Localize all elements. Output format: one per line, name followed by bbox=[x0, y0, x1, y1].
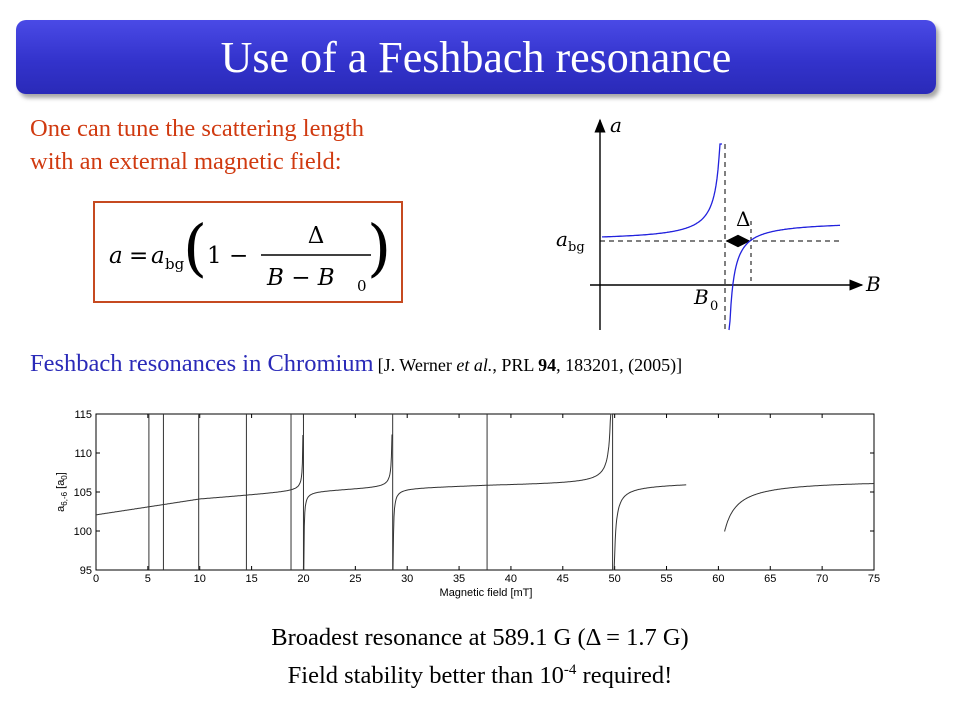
formula-denominator: B − B bbox=[266, 265, 335, 291]
x-tick-label: 0 bbox=[93, 573, 99, 585]
reference-volume: 94 bbox=[538, 355, 557, 375]
svg-text:=: = bbox=[129, 243, 148, 269]
x-tick-label: 75 bbox=[868, 573, 880, 585]
reference-pre: [J. Werner bbox=[377, 355, 457, 375]
intro-text: One can tune the scattering length with … bbox=[30, 112, 500, 178]
section-title: Feshbach resonances in Chromium bbox=[30, 350, 374, 377]
resonance-curve-left-branch bbox=[602, 143, 722, 238]
plot-ticks bbox=[95, 413, 875, 571]
schematic-x-label: B bbox=[865, 272, 881, 296]
y-tick-label: 105 bbox=[74, 487, 92, 499]
formula-lhs: a bbox=[109, 243, 123, 269]
plot-tick-labels: 0 5 10 15 20 25 30 35 40 45 50 55 60 65 70 75 95 100 105 11… bbox=[74, 409, 880, 585]
intro-line-2: with an external magnetic field: bbox=[30, 148, 342, 175]
x-tick-label: 70 bbox=[816, 573, 828, 585]
schematic-chart: a B a bg B 0 Δ bbox=[556, 113, 881, 331]
plot-y-label-unit: [a bbox=[55, 479, 67, 492]
reference-post: , 183201, (2005)] bbox=[556, 355, 683, 375]
footer-line-2-pre: Field stability better than 10 bbox=[287, 662, 564, 690]
plot-frame bbox=[95, 413, 875, 571]
chromium-resonance-plot: 0 5 10 15 20 25 30 35 40 45 50 55 60 65 70 75 95 100 105 11… bbox=[55, 409, 880, 599]
x-tick-label: 20 bbox=[297, 573, 309, 585]
title-bar: Use of a Feshbach resonance bbox=[16, 20, 936, 94]
y-tick-label: 115 bbox=[74, 409, 92, 421]
y-tick-label: 100 bbox=[74, 526, 92, 538]
x-tick-label: 30 bbox=[401, 573, 413, 585]
formula-abg-sub: bg bbox=[165, 255, 185, 273]
formula-abg: a bbox=[151, 243, 165, 269]
data-curve-broad-resonance bbox=[724, 483, 874, 532]
plot-x-label: Magnetic field [mT] bbox=[440, 587, 533, 599]
section-heading: Feshbach resonances in Chromium [J. Wern… bbox=[30, 350, 682, 378]
data-curve-segment bbox=[613, 484, 687, 571]
formula-minus: − bbox=[229, 243, 248, 269]
schematic-delta-label: Δ bbox=[736, 207, 750, 231]
plot-y-label-base: a bbox=[55, 505, 67, 512]
x-tick-label: 45 bbox=[557, 573, 569, 585]
footer-line-2: Field stability better than 10-4 require… bbox=[0, 662, 960, 690]
plot-y-label: a6,-6 [a0] bbox=[55, 472, 69, 512]
x-tick-label: 50 bbox=[609, 573, 621, 585]
formula-one: 1 bbox=[207, 243, 222, 269]
reference-etal: et al. bbox=[456, 355, 493, 375]
reference-mid: , PRL bbox=[492, 355, 539, 375]
reference: [J. Werner et al., PRL 94, 183201, (2005… bbox=[378, 355, 683, 375]
data-curve-segment bbox=[392, 413, 612, 571]
schematic-b0-label: B bbox=[693, 285, 709, 309]
footer-line-2-post: required! bbox=[576, 662, 673, 690]
schematic-y-label: a bbox=[610, 113, 622, 137]
x-tick-label: 25 bbox=[349, 573, 361, 585]
formula: a = a bg ( 1 − Δ B − B 0 ) bbox=[109, 211, 391, 295]
intro-line-1: One can tune the scattering length bbox=[30, 115, 365, 142]
plot-y-label-unit-sub: 0 bbox=[60, 475, 69, 480]
x-tick-label: 40 bbox=[505, 573, 517, 585]
x-tick-label: 60 bbox=[712, 573, 724, 585]
plot-curves bbox=[96, 413, 874, 571]
data-curve-segment bbox=[96, 434, 304, 516]
x-tick-label: 10 bbox=[194, 573, 206, 585]
y-tick-label: 110 bbox=[74, 448, 92, 460]
formula-numerator: Δ bbox=[308, 223, 325, 249]
formula-box: a = a bg ( 1 − Δ B − B 0 ) bbox=[93, 201, 403, 303]
x-tick-label: 65 bbox=[764, 573, 776, 585]
schematic-abg-sub: bg bbox=[568, 240, 585, 255]
formula-left-paren: ( bbox=[183, 211, 207, 284]
formula-right-paren: ) bbox=[367, 211, 391, 284]
plot-y-label-sub: 6,-6 bbox=[60, 491, 69, 505]
resonance-curve-right-branch bbox=[728, 224, 841, 331]
x-tick-label: 55 bbox=[660, 573, 672, 585]
data-curve-segment bbox=[303, 434, 393, 571]
plot-y-label-close: ] bbox=[55, 472, 67, 475]
footer-exponent: -4 bbox=[563, 662, 577, 678]
footer-line-1: Broadest resonance at 589.1 G (Δ = 1.7 G… bbox=[271, 624, 689, 651]
x-tick-label: 15 bbox=[245, 573, 257, 585]
slide-title: Use of a Feshbach resonance bbox=[220, 32, 732, 82]
schematic-abg-label: a bbox=[556, 227, 568, 251]
schematic-b0-sub: 0 bbox=[710, 299, 718, 314]
y-tick-label: 95 bbox=[80, 565, 92, 577]
x-tick-label: 5 bbox=[145, 573, 151, 585]
x-tick-label: 35 bbox=[453, 573, 465, 585]
formula-den-sub: 0 bbox=[357, 277, 367, 295]
